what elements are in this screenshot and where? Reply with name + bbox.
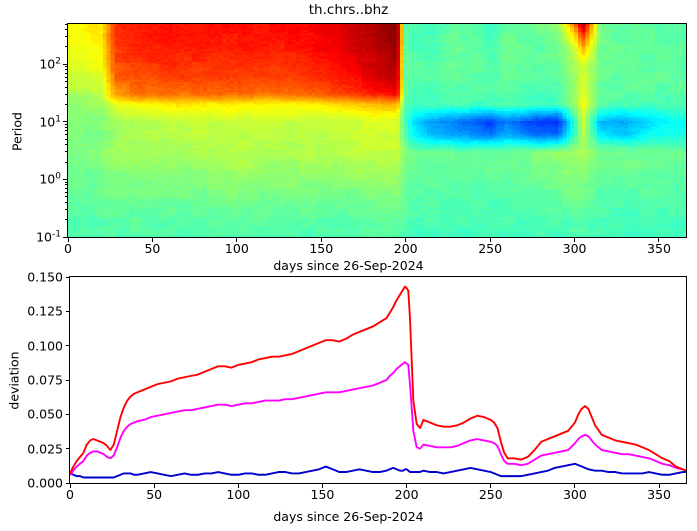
spectrogram-minor-tick <box>64 138 67 140</box>
deviation-xtick: 350 <box>647 487 671 502</box>
spectrogram-minor-tick <box>64 126 67 128</box>
page-title: th.chrs..bhz <box>308 2 389 18</box>
spectrogram-minor-tick <box>64 130 67 132</box>
deviation-ytick: 0.025 <box>27 441 63 457</box>
deviation-xtick-mark <box>321 484 323 488</box>
spectrogram-image <box>68 24 686 237</box>
deviation-ytick-mark <box>65 482 69 484</box>
deviation-xtick-mark <box>658 484 660 488</box>
spectrogram-xtick: 50 <box>144 241 161 256</box>
deviation-ytick: 0.050 <box>27 406 63 422</box>
deviation-xtick-mark <box>69 484 71 488</box>
deviation-lines <box>70 285 686 479</box>
spectrogram-minor-tick <box>64 36 67 38</box>
spectrogram-ytick: 102 <box>39 56 61 72</box>
spectrogram-xtick-mark <box>658 238 660 242</box>
spectrogram-xtick-mark <box>236 238 238 242</box>
deviation-x-axis-label: days since 26-Sep-2024 <box>273 509 424 524</box>
spectrogram-minor-tick <box>64 151 67 153</box>
deviation-ytick: 0.075 <box>27 372 63 388</box>
spectrogram-minor-tick <box>64 187 67 189</box>
spectrogram-image-clip <box>68 24 686 237</box>
spectrogram-xtick: 100 <box>224 241 249 256</box>
spectrogram-ytick-mark <box>63 236 67 238</box>
spectrogram-ytick-mark <box>63 178 67 180</box>
deviation-xtick: 0 <box>66 487 74 502</box>
spectrogram-minor-tick <box>64 93 67 95</box>
spectrogram-minor-tick <box>64 66 67 68</box>
spectrogram-minor-tick <box>64 196 67 198</box>
spectrogram-minor-tick <box>64 86 67 88</box>
deviation-ytick: 0.150 <box>27 269 63 285</box>
spectrogram-xtick: 0 <box>64 241 72 256</box>
deviation-ytick-mark <box>65 379 69 381</box>
deviation-ytick-mark <box>65 310 69 312</box>
spectrogram-ytick-mark <box>63 63 67 65</box>
spectrogram-minor-tick <box>64 144 67 146</box>
spectrogram-minor-tick <box>64 191 67 193</box>
spectrogram-minor-tick <box>64 201 67 203</box>
deviation-ytick: 0.100 <box>27 338 63 354</box>
deviation-y-axis-label: deviation <box>6 351 22 410</box>
deviation-xtick: 100 <box>226 487 251 502</box>
spectrogram-ytick-mark <box>63 121 67 123</box>
spectrogram-xtick-mark <box>405 238 407 242</box>
spectrogram-y-axis-label: Period <box>9 112 25 151</box>
deviation-xtick: 300 <box>562 487 587 502</box>
spectrogram-minor-tick <box>64 123 67 125</box>
deviation-xtick: 150 <box>310 487 335 502</box>
deviation-xtick-mark <box>237 484 239 488</box>
deviation-xtick: 50 <box>146 487 163 502</box>
spectrogram-xtick: 200 <box>393 241 418 256</box>
spectrogram-minor-tick <box>64 72 67 74</box>
spectrogram-xtick: 300 <box>562 241 587 256</box>
spectrogram-minor-tick <box>64 81 67 83</box>
deviation-ytick-mark <box>65 276 69 278</box>
spectrogram-minor-tick <box>64 181 67 183</box>
deviation-xtick: 250 <box>478 487 503 502</box>
spectrogram-xtick: 350 <box>647 241 671 256</box>
spectrogram-minor-tick <box>64 219 67 221</box>
spectrogram-minor-tick <box>64 69 67 71</box>
spectrogram-minor-tick <box>64 134 67 136</box>
spectrogram-xtick-mark <box>489 238 491 242</box>
deviation-ytick-mark <box>65 345 69 347</box>
spectrogram-minor-tick <box>64 184 67 186</box>
spectrogram-minor-tick <box>64 209 67 211</box>
deviation-xtick-mark <box>406 484 408 488</box>
spectrogram-minor-tick <box>64 29 67 31</box>
spectrogram-xtick-mark <box>67 238 69 242</box>
deviation-ytick: 0.000 <box>27 475 63 491</box>
spectrogram-minor-tick <box>64 46 67 48</box>
spectrogram-x-axis-label: days since 26-Sep-2024 <box>273 258 424 273</box>
deviation-ytick-mark <box>65 413 69 415</box>
deviation-xtick-mark <box>574 484 576 488</box>
spectrogram-panel <box>67 23 687 238</box>
spectrogram-ytick: 100 <box>39 171 61 187</box>
spectrogram-xtick-mark <box>574 238 576 242</box>
deviation-panel <box>69 276 687 484</box>
spectrogram-xtick-mark <box>151 238 153 242</box>
deviation-xtick: 200 <box>394 487 419 502</box>
spectrogram-ytick: 10-1 <box>36 229 61 245</box>
spectrogram-minor-tick <box>64 161 67 163</box>
spectrogram-xtick: 250 <box>478 241 503 256</box>
deviation-ytick-mark <box>65 448 69 450</box>
deviation-xtick-mark <box>490 484 492 488</box>
deviation-plot-clip <box>70 277 686 483</box>
spectrogram-minor-tick <box>64 103 67 105</box>
spectrogram-xtick-mark <box>320 238 322 242</box>
spectrogram-xtick: 150 <box>309 241 334 256</box>
spectrogram-minor-tick <box>64 76 67 78</box>
deviation-ytick: 0.125 <box>27 303 63 319</box>
spectrogram-ytick: 101 <box>39 114 61 130</box>
deviation-xtick-mark <box>153 484 155 488</box>
spectrogram-minor-tick <box>64 23 67 25</box>
